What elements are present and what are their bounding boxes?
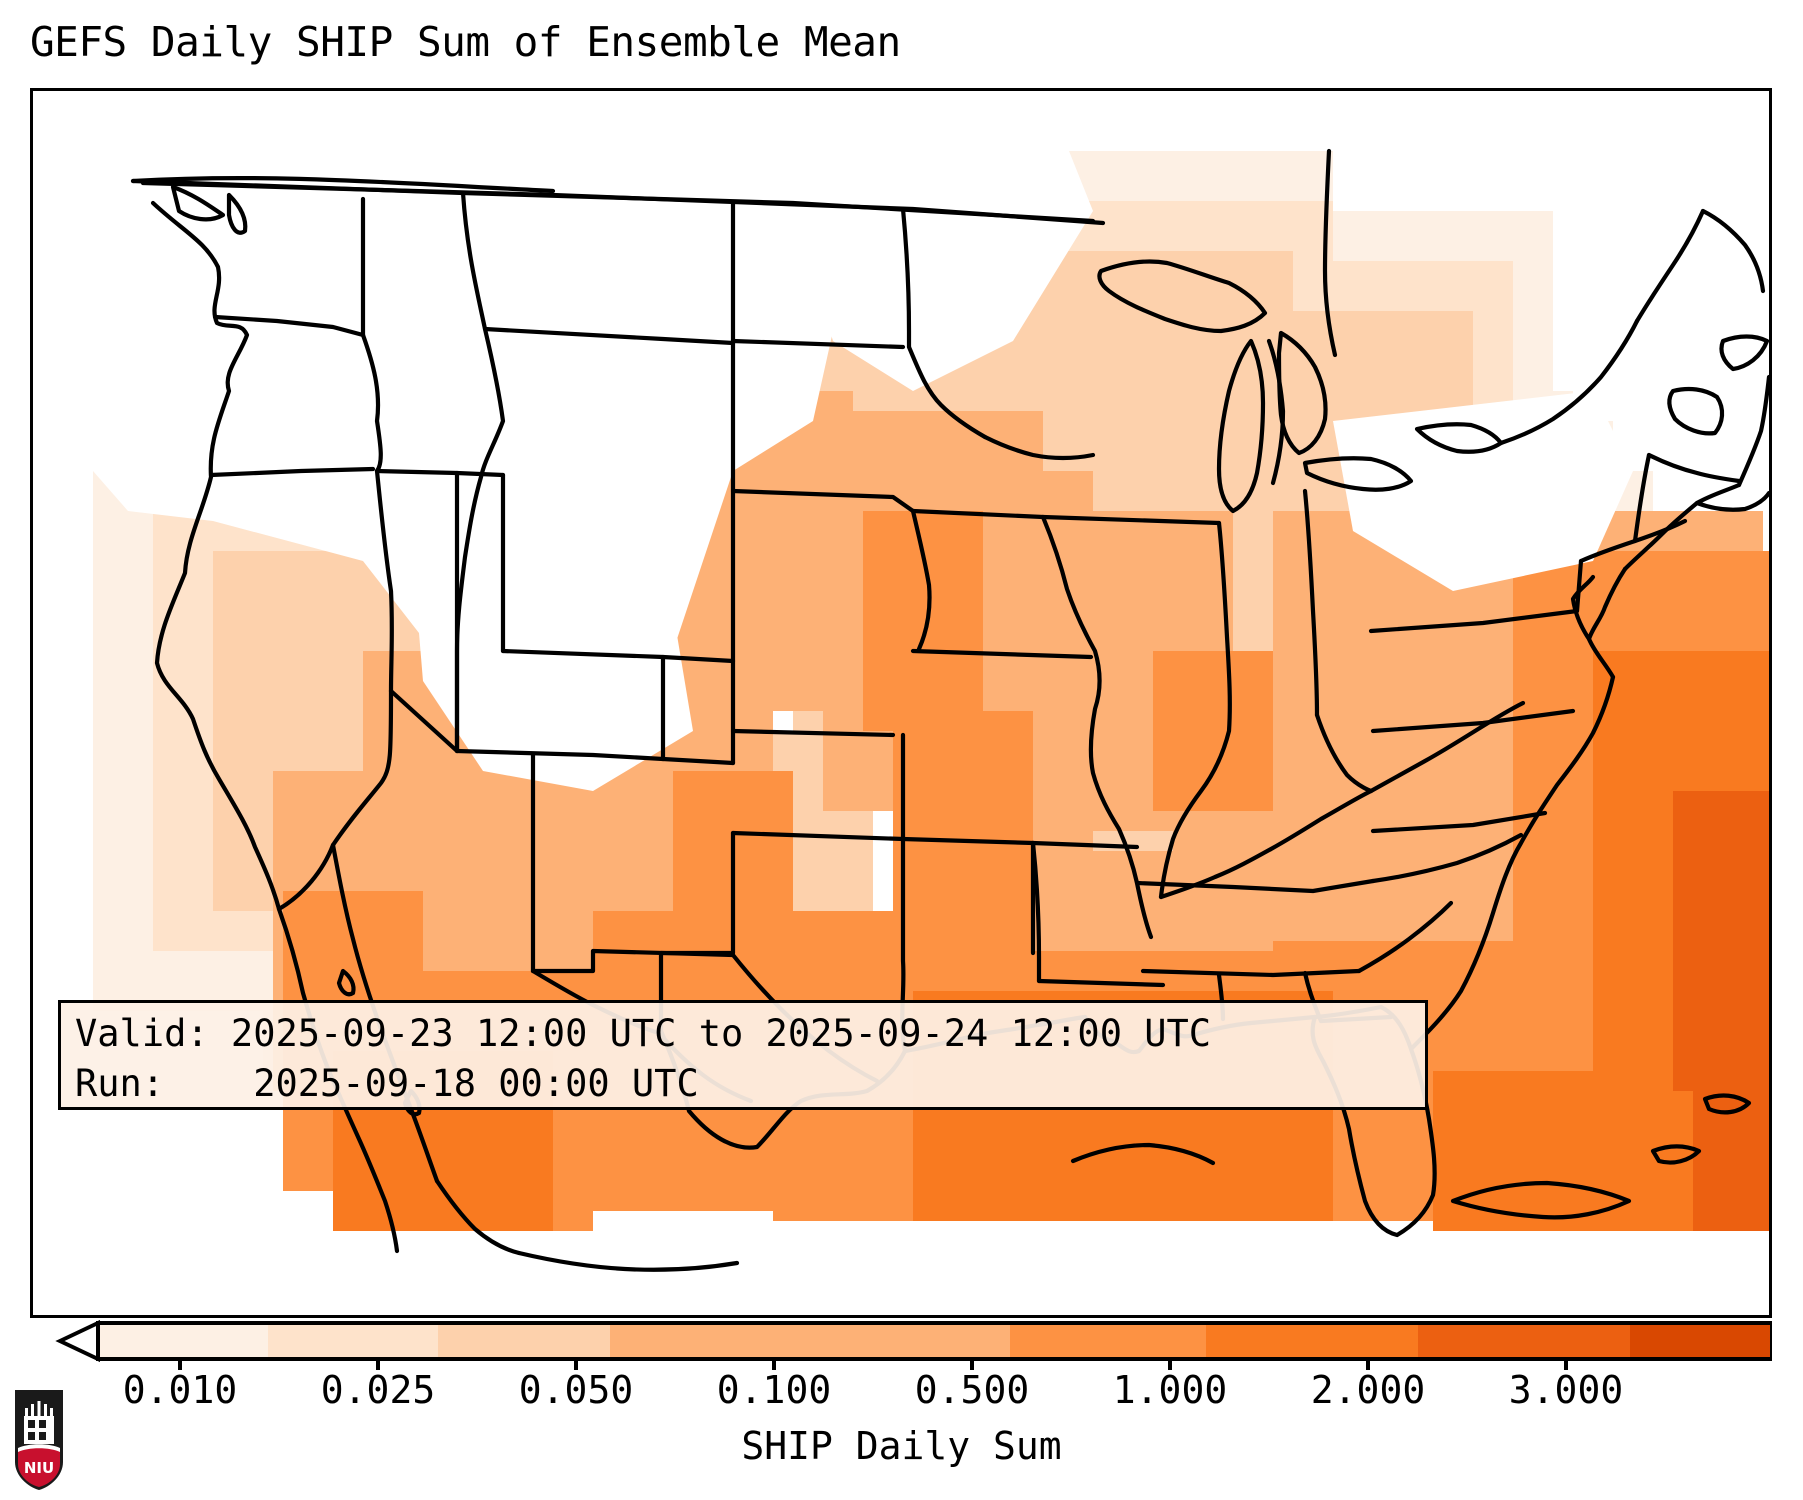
tick-label-5: 1.000 [1112,1368,1228,1412]
map-panel [30,88,1772,1318]
annotation-box: Valid: 2025-09-23 12:00 UTC to 2025-09-2… [58,1000,1428,1110]
tick-label-4: 0.500 [914,1368,1030,1412]
niu-logo-text: NIU [24,1459,54,1477]
colorbar[interactable] [30,1318,1772,1370]
map-canvas [33,91,1769,1315]
tick-label-2: 0.050 [518,1368,634,1412]
tick-label-7: 3.000 [1508,1368,1624,1412]
colorbar-axis-label: SHIP Daily Sum [741,1424,1062,1468]
tick-label-0: 0.010 [122,1368,238,1412]
colorbar-canvas [55,1319,1772,1370]
run-time-text: Run: 2025-09-18 00:00 UTC [75,1062,699,1105]
colorbar-tick-labels: 0.010 0.025 0.050 0.100 0.500 1.000 2.00… [0,1368,1803,1418]
tick-label-6: 2.000 [1310,1368,1426,1412]
tick-label-3: 0.100 [716,1368,832,1412]
data-grid-layer [33,91,1769,1315]
page-title: GEFS Daily SHIP Sum of Ensemble Mean [30,18,901,66]
niu-logo: NIU [15,1390,63,1490]
dry-region-west [93,111,1633,791]
valid-time-text: Valid: 2025-09-23 12:00 UTC to 2025-09-2… [75,1012,1212,1055]
tick-label-1: 0.025 [320,1368,436,1412]
